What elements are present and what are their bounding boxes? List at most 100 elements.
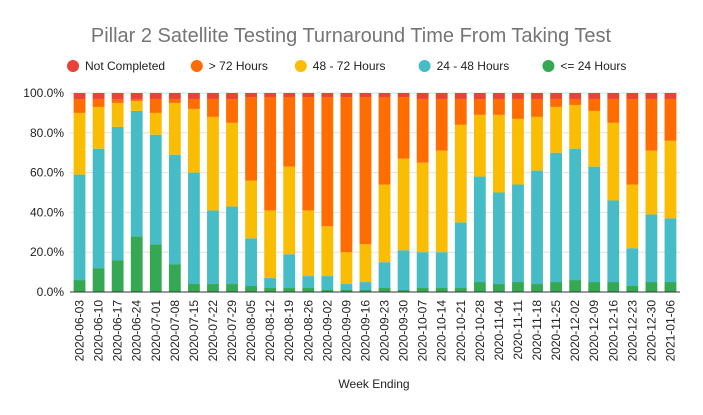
bar-segment <box>416 288 429 292</box>
legend-swatch <box>542 60 555 72</box>
bar-segment <box>550 93 562 99</box>
legend-swatch <box>67 60 79 72</box>
bar-segment <box>111 126 124 261</box>
bar-segment <box>645 150 658 215</box>
x-tick-label: 2021-01-06 <box>663 300 677 362</box>
bar-stack <box>569 93 582 292</box>
bar-segment <box>588 93 601 99</box>
bar-stack <box>416 93 429 292</box>
bar-stack <box>512 93 524 292</box>
bar-segment <box>435 150 448 253</box>
bar-stack <box>226 93 238 292</box>
bar-segment <box>226 284 238 292</box>
bar-segment <box>493 192 505 285</box>
bar-stack <box>168 93 181 292</box>
bar-segment <box>454 288 467 292</box>
bar-segment <box>359 244 372 283</box>
bar-segment <box>493 284 505 292</box>
bar-segment <box>207 98 219 117</box>
bar-segment <box>588 282 601 292</box>
bar-segment <box>188 108 200 173</box>
bar-segment <box>588 166 601 283</box>
bar-segment <box>226 93 238 99</box>
bar-stack <box>359 93 372 292</box>
bar-segment <box>302 96 315 211</box>
bar-segment <box>607 282 620 292</box>
bar-segment <box>473 176 486 283</box>
bar-segment <box>359 282 372 291</box>
bar-segment <box>416 98 429 163</box>
bar-segment <box>416 93 429 99</box>
bar-stack <box>207 93 219 292</box>
bar-segment <box>397 93 410 97</box>
x-tick-label: 2020-12-16 <box>606 300 620 362</box>
x-tick-label: 2020-11-04 <box>492 300 506 361</box>
bar-segment <box>245 238 257 287</box>
bar-stack <box>664 93 677 292</box>
bar-segment <box>264 210 277 279</box>
bar-segment <box>416 252 429 289</box>
legend-item: 24 - 48 Hours <box>418 59 510 73</box>
bar-segment <box>416 162 429 253</box>
bar-segment <box>512 118 524 185</box>
y-tick-label: 100.0% <box>23 86 64 100</box>
bar-segment <box>207 210 219 285</box>
bar-segment <box>245 93 257 97</box>
x-tick-label: 2020-06-24 <box>130 300 144 362</box>
bar-segment <box>321 96 334 227</box>
bar-segment <box>111 102 124 127</box>
bar-segment <box>264 278 277 289</box>
bar-segment <box>188 98 200 109</box>
bar-segment <box>168 264 181 292</box>
bar-segment <box>340 93 353 97</box>
x-tick-label: 2020-07-29 <box>225 300 239 362</box>
legend-label: 24 - 48 Hours <box>437 59 510 73</box>
bar-segment <box>473 93 486 99</box>
bar-segment <box>454 93 467 99</box>
bar-segment <box>359 290 372 292</box>
bar-segment <box>207 116 219 211</box>
bar-segment <box>92 98 105 107</box>
x-tick-label: 2020-07-08 <box>168 300 182 362</box>
bar-segment <box>130 93 143 99</box>
bar-segment <box>531 93 543 99</box>
bar-segment <box>435 288 448 292</box>
bar-segment <box>359 93 372 97</box>
bar-segment <box>283 254 296 289</box>
bar-segment <box>531 98 543 117</box>
bar-segment <box>645 98 658 151</box>
bar-segment <box>245 180 257 239</box>
x-tick-label: 2020-07-01 <box>149 300 163 362</box>
bar-stack <box>73 93 86 292</box>
legend-label: > 72 Hours <box>209 59 268 73</box>
bar-segment <box>664 98 677 141</box>
x-tick-label: 2020-06-17 <box>111 300 125 362</box>
bar-segment <box>130 236 143 292</box>
x-tick-label: 2020-11-25 <box>549 300 563 361</box>
bar-stack <box>378 93 391 292</box>
bar-stack <box>264 93 277 292</box>
bar-stack <box>645 93 658 292</box>
x-tick-label: 2020-08-12 <box>263 300 277 362</box>
bar-segment <box>550 106 562 153</box>
bar-segment <box>664 282 677 292</box>
bar-segment <box>321 226 334 277</box>
bars <box>73 93 677 292</box>
bar-segment <box>111 98 124 103</box>
bar-segment <box>550 152 562 283</box>
x-tick-label: 2020-09-30 <box>397 300 411 362</box>
bar-segment <box>607 122 620 201</box>
bar-stack <box>550 93 562 292</box>
y-axis-ticks: 0.0% 20.0% 40.0% 60.0% 80.0% 100.0% <box>23 86 64 299</box>
bar-segment <box>378 262 391 289</box>
bar-segment <box>607 200 620 283</box>
bar-segment <box>149 112 162 135</box>
bar-segment <box>340 96 353 253</box>
bar-segment <box>340 290 353 292</box>
bar-stack <box>588 93 601 292</box>
bar-segment <box>454 98 467 125</box>
bar-segment <box>512 98 524 119</box>
bar-segment <box>149 93 162 99</box>
bar-segment <box>130 100 143 111</box>
